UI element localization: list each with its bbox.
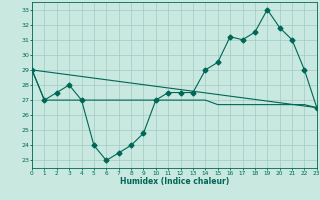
X-axis label: Humidex (Indice chaleur): Humidex (Indice chaleur) [120, 177, 229, 186]
